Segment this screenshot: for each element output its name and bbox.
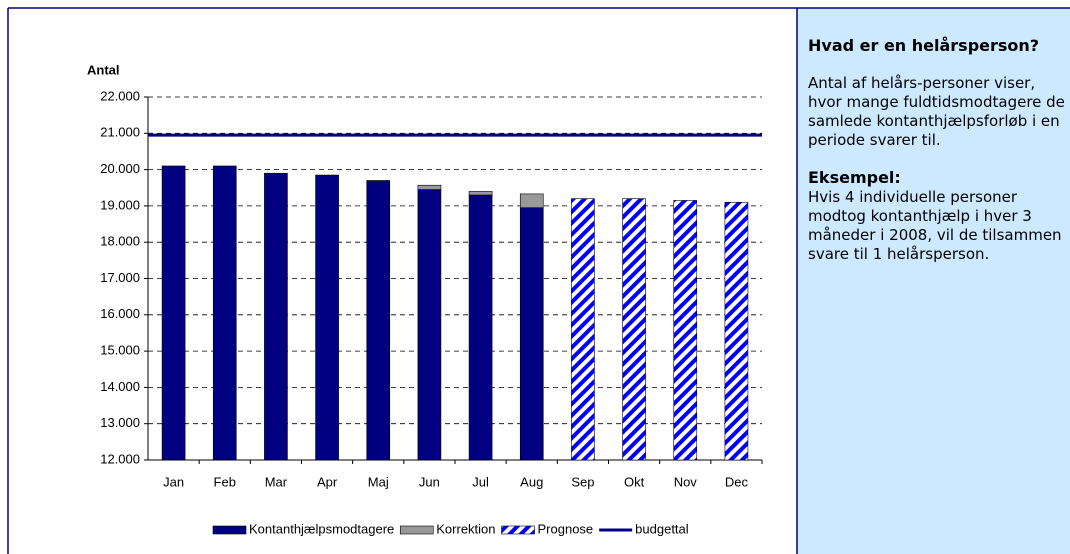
x-tick-label: Jan [163,474,184,489]
bar [417,189,442,461]
bar [417,184,442,190]
info-text: Antal af helårs-personer viser, hvor man… [808,74,1065,149]
bar [519,193,544,209]
y-tick-label: 18.000 [100,234,140,249]
y-tick-label: 22.000 [100,88,140,103]
y-tick-label: 19.000 [100,197,140,212]
x-tick-label: Nov [674,474,698,489]
example-title: Eksempel: [808,168,901,187]
x-tick-label: Jul [472,474,489,489]
legend-label: Kontanthjælpsmodtagere [249,521,394,536]
bar [468,191,493,196]
bar [519,207,544,461]
info-panel [797,8,1070,554]
x-tick-label: Dec [725,474,749,489]
y-tick-label: 15.000 [100,343,140,358]
bar [212,165,237,461]
x-tick-label: Maj [368,474,389,489]
x-tick-label: Aug [520,474,543,489]
legend-label: Prognose [538,521,594,536]
info-box: Hvad er en helårsperson? Antal af helårs… [808,36,1070,264]
x-tick-label: Mar [265,474,288,489]
bar [264,172,288,461]
x-tick-label: Apr [317,474,338,489]
bar [366,180,391,461]
bar [571,198,595,461]
bar [468,194,493,461]
y-tick-label: 17.000 [100,270,140,285]
example-text: Hvis 4 individuelle personer modtog kont… [808,188,1062,263]
y-tick-label: 20.000 [100,161,140,176]
legend-swatch [399,525,434,535]
legend-label: Korrektion [436,521,495,536]
y-tick-label: 14.000 [100,379,140,394]
legend-label: budgettal [635,521,689,536]
y-tick-label: 12.000 [100,451,140,466]
y-axis-label: Antal [87,62,120,77]
bar [622,198,646,461]
info-title: Hvad er en helårsperson? [808,36,1040,55]
y-tick-label: 13.000 [100,415,140,430]
y-tick-label: 16.000 [100,306,140,321]
legend-swatch [212,525,247,535]
bar [724,201,749,461]
y-tick-label: 21.000 [100,125,140,140]
x-tick-label: Jun [419,474,440,489]
x-tick-label: Feb [214,474,236,489]
bar [673,200,698,461]
legend-swatch [501,525,535,535]
x-tick-label: Sep [571,474,594,489]
x-tick-label: Okt [624,474,645,489]
bar [161,165,186,461]
bar [315,174,339,461]
